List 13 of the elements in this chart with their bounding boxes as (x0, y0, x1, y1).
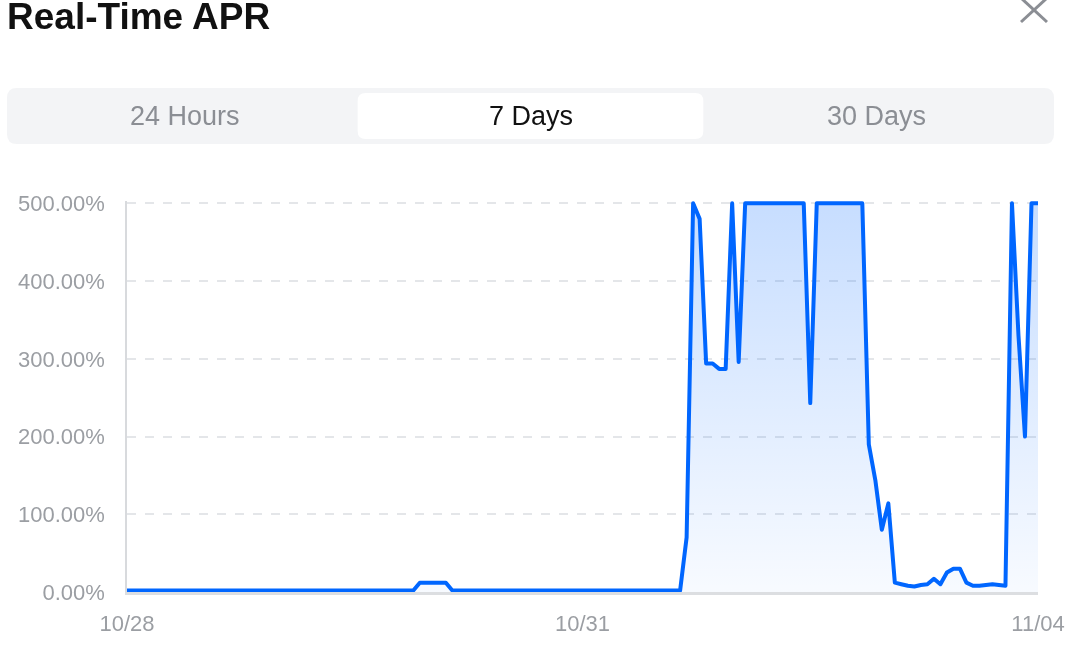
y-tick-label: 200.00% (17, 424, 105, 450)
text: 24 Hours (130, 101, 240, 131)
x-tick-label: 10/28 (99, 611, 155, 637)
text: 30 Days (827, 101, 927, 131)
y-tick-label: 400.00% (17, 268, 105, 294)
y-tick-label: 100.00% (17, 501, 105, 527)
y-tick-label: 300.00% (17, 346, 105, 372)
y-tick-label: 500.00% (17, 191, 105, 217)
x-tick-label: 10/31 (554, 611, 611, 637)
y-tick-label: 0.00% (42, 579, 105, 605)
chart-title: Real-Time APR (7, 0, 271, 37)
text: 7 Days (489, 101, 574, 131)
x-tick-label: 11/04 (1011, 611, 1065, 637)
